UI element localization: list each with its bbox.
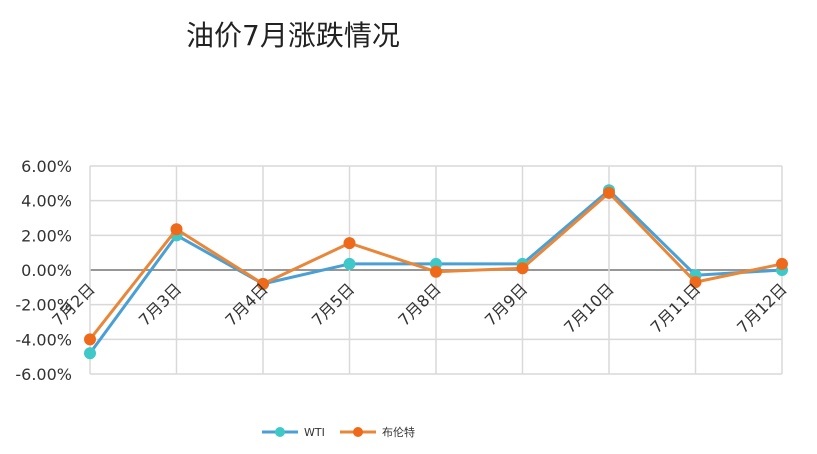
legend-marker	[275, 427, 285, 437]
data-point	[603, 186, 615, 199]
legend-marker	[353, 427, 363, 437]
chart-title: 油价7月涨跌情况	[186, 19, 400, 52]
data-point	[84, 333, 96, 346]
data-point	[776, 257, 788, 270]
data-point	[430, 265, 442, 278]
legend-label: WTI	[304, 426, 325, 439]
y-tick-label: 6.00%	[21, 157, 72, 176]
data-point	[343, 237, 356, 250]
data-point	[343, 257, 356, 270]
data-point	[170, 223, 183, 236]
y-tick-label: 4.00%	[21, 192, 72, 211]
data-point	[84, 347, 96, 360]
y-tick-label: 0.00%	[21, 261, 72, 280]
y-tick-label: -4.00%	[15, 330, 72, 349]
data-point	[689, 276, 702, 289]
legend-label: 布伦特	[382, 425, 415, 439]
data-point	[257, 277, 269, 290]
y-tick-label: 2.00%	[21, 226, 72, 245]
y-tick-label: -6.00%	[15, 365, 72, 384]
y-tick-label: -2.00%	[15, 296, 72, 315]
data-point	[516, 262, 529, 275]
